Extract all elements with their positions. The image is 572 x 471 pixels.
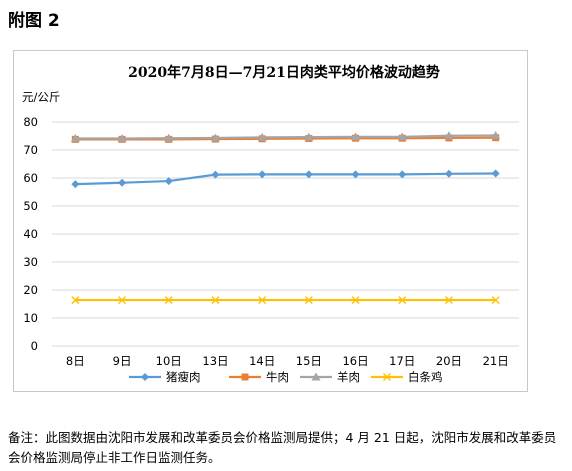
data-point — [257, 132, 267, 141]
data-point — [211, 296, 220, 305]
x-tick-label: 13日 — [202, 354, 228, 368]
x-tick-label: 21日 — [483, 354, 509, 368]
legend-item: 白条鸡 — [371, 370, 443, 384]
legend-marker — [141, 373, 149, 381]
data-point — [444, 169, 453, 178]
data-point — [210, 133, 220, 142]
y-tick-label: 50 — [23, 199, 38, 213]
legend-marker — [383, 373, 391, 381]
x-marker-stroke — [118, 296, 127, 305]
data-point — [351, 170, 360, 179]
x-tick-label: 17日 — [389, 354, 415, 368]
data-point — [304, 132, 314, 141]
data-point — [117, 134, 127, 143]
x-tick-label: 15日 — [296, 354, 322, 368]
x-tick-label: 16日 — [342, 354, 368, 368]
y-tick-label: 20 — [23, 283, 38, 297]
data-point — [118, 296, 127, 305]
data-point — [491, 296, 500, 305]
series-line — [75, 172, 496, 186]
y-tick-label: 80 — [23, 115, 38, 129]
legend-label: 白条鸡 — [408, 370, 443, 384]
x-marker-stroke — [304, 296, 313, 305]
x-marker-stroke — [444, 296, 453, 305]
figure-label: 附图 2 — [8, 11, 60, 31]
x-marker-stroke — [258, 296, 267, 305]
data-point — [118, 178, 127, 187]
legend-item: 羊肉 — [300, 370, 360, 384]
x-marker-stroke — [71, 296, 80, 305]
data-point — [164, 177, 173, 186]
x-tick-label: 14日 — [249, 354, 275, 368]
x-tick-label: 9日 — [113, 354, 132, 368]
x-tick-label: 8日 — [66, 354, 85, 368]
legend-label: 猪瘦肉 — [166, 370, 201, 384]
chart-title: 2020年7月8日—7月21日肉类平均价格波动趋势 — [128, 64, 440, 81]
data-point — [258, 296, 267, 305]
x-marker-stroke — [211, 296, 220, 305]
data-point — [398, 170, 407, 179]
line-chart: 2020年7月8日—7月21日肉类平均价格波动趋势 元/公斤 0 10 20 30 40… — [22, 64, 519, 384]
y-tick-label: 10 — [23, 311, 38, 325]
legend-item: 猪瘦肉 — [129, 370, 201, 384]
data-point — [164, 133, 174, 142]
y-tick-label: 40 — [23, 227, 38, 241]
y-tick-label: 60 — [23, 171, 38, 185]
data-point — [397, 132, 407, 141]
x-tick-label: 10日 — [156, 354, 182, 368]
chart-container: 2020年7月8日—7月21日肉类平均价格波动趋势 元/公斤 0 10 20 30 40… — [13, 50, 528, 392]
data-point — [258, 170, 267, 179]
data-point — [71, 180, 80, 189]
x-marker-stroke — [491, 296, 500, 305]
footnote: 备注：此图数据由沈阳市发展和改革委员会价格监测局提供；4 月 21 日起，沈阳市… — [8, 430, 557, 465]
y-axis-unit: 元/公斤 — [22, 90, 60, 104]
legend-marker — [241, 373, 249, 381]
data-point — [211, 170, 220, 179]
legend-label: 羊肉 — [337, 370, 360, 384]
x-marker-stroke — [398, 296, 407, 305]
y-tick-label: 0 — [31, 339, 38, 353]
legend-marker — [311, 372, 321, 381]
series-0 — [71, 169, 500, 189]
data-point — [351, 132, 361, 141]
legend-item: 牛肉 — [229, 370, 289, 384]
data-point — [164, 296, 173, 305]
x-marker-stroke — [383, 373, 391, 381]
data-point — [71, 296, 80, 305]
data-point — [351, 296, 360, 305]
data-point — [491, 130, 501, 139]
data-point — [398, 296, 407, 305]
data-point — [304, 296, 313, 305]
x-marker-stroke — [164, 296, 173, 305]
x-marker-stroke — [351, 296, 360, 305]
series-2 — [70, 130, 501, 143]
y-tick-label: 30 — [23, 255, 38, 269]
series-line — [75, 134, 496, 140]
data-point — [444, 296, 453, 305]
data-point — [491, 169, 500, 178]
data-point — [444, 131, 454, 140]
series-3 — [71, 296, 500, 305]
y-tick-label: 70 — [23, 143, 38, 157]
x-tick-label: 20日 — [436, 354, 462, 368]
data-point — [304, 170, 313, 179]
data-point — [70, 134, 80, 143]
legend-label: 牛肉 — [266, 370, 289, 384]
